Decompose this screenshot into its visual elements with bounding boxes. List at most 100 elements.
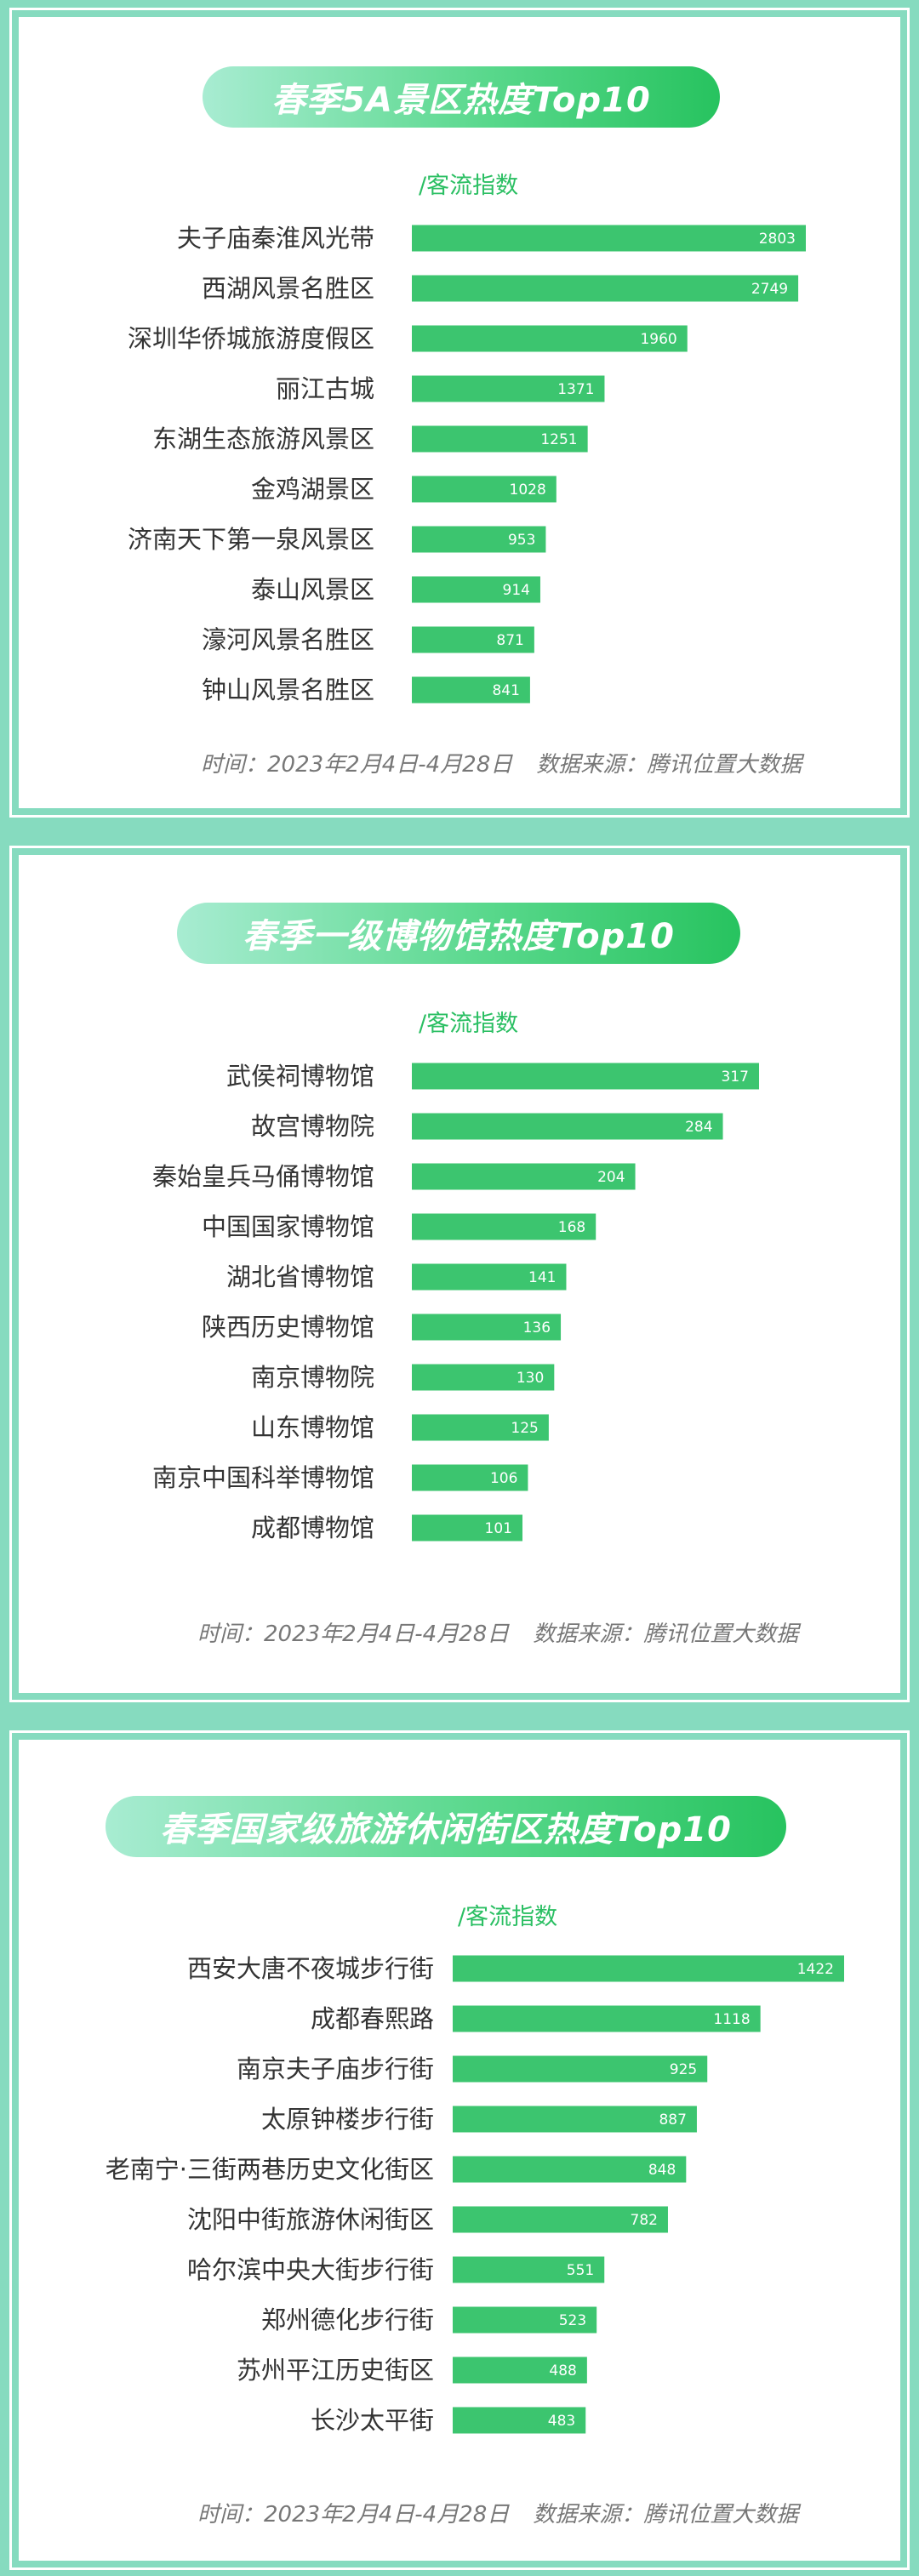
bar	[412, 1163, 636, 1190]
source-label: 数据来源：腾讯位置大数据	[533, 2502, 799, 2528]
category-label: 老南宁·三街两巷历史文化街区	[106, 2155, 434, 2184]
category-label: 成都博物馆	[251, 1513, 374, 1542]
value-label: 871	[496, 632, 523, 649]
category-label: 郑州德化步行街	[261, 2305, 434, 2334]
category-label: 故宫博物院	[251, 1112, 374, 1141]
category-label: 钟山风景名胜区	[202, 675, 374, 704]
category-label: 武侯祠博物馆	[226, 1062, 374, 1091]
category-label: 哈尔滨中央大街步行街	[187, 2255, 434, 2284]
bar	[453, 2005, 761, 2032]
value-label: 1118	[713, 2011, 750, 2028]
category-label: 秦始皇兵马俑博物馆	[152, 1162, 374, 1191]
value-label: 141	[528, 1269, 556, 1286]
category-label: 夫子庙秦淮风光带	[177, 224, 374, 253]
bar	[412, 476, 557, 503]
value-label: 284	[685, 1119, 712, 1136]
chart-panel-museums: 春季一级博物馆热度Top10 /客流指数 武侯祠博物馆 317 故宫博物院 284 秦始…	[9, 846, 910, 1702]
category-label: 陕西历史博物馆	[202, 1313, 374, 1342]
bar	[412, 1314, 562, 1341]
bar	[412, 576, 540, 603]
category-label: 成都春熙路	[311, 2004, 434, 2033]
unit-label: /客流指数	[458, 1904, 558, 1930]
category-label: 长沙太平街	[311, 2406, 434, 2435]
value-label: 1028	[510, 482, 546, 499]
category-label: 南京中国科举博物馆	[152, 1463, 374, 1492]
value-label: 1251	[540, 431, 577, 448]
value-label: 106	[490, 1470, 517, 1487]
bar	[453, 2407, 586, 2434]
bar	[412, 526, 546, 553]
bar	[412, 1063, 759, 1090]
bar	[453, 2256, 605, 2283]
category-label: 济南天下第一泉风景区	[128, 525, 374, 554]
source-label: 数据来源：腾讯位置大数据	[536, 752, 802, 778]
bar	[412, 425, 588, 453]
value-label: 101	[485, 1520, 512, 1537]
value-label: 136	[523, 1319, 551, 1336]
bar	[412, 676, 530, 704]
value-label: 488	[549, 2362, 576, 2379]
category-label: 沈阳中街旅游休闲街区	[187, 2205, 434, 2234]
chart-title: 春季一级博物馆热度Top10	[177, 903, 740, 964]
bar-chart: 夫子庙秦淮风光带 2803 西湖风景名胜区 2749 深圳华侨城旅游度假区 1960 丽江古…	[128, 224, 806, 704]
value-label: 848	[648, 2162, 676, 2179]
bar	[412, 375, 605, 402]
category-label: 西湖风景名胜区	[202, 274, 374, 303]
value-label: 317	[722, 1069, 749, 1086]
bar	[412, 1113, 723, 1140]
bar-chart: 武侯祠博物馆 317 故宫博物院 284 秦始皇兵马俑博物馆 204 中国国家博物馆 168 湖…	[152, 1062, 759, 1542]
bar	[412, 1364, 555, 1391]
bar	[412, 1414, 549, 1441]
time-label: 时间：2023年2月4日-4月28日	[201, 752, 513, 778]
category-label: 泰山风景区	[251, 575, 374, 604]
chart-title: 春季5A景区热度Top10	[203, 66, 720, 128]
chart-footer: 时间：2023年2月4日-4月28日 数据来源：腾讯位置大数据	[201, 747, 825, 778]
category-label: 深圳华侨城旅游度假区	[128, 324, 374, 353]
chart-title: 春季国家级旅游休闲街区热度Top10	[106, 1796, 786, 1857]
category-label: 湖北省博物馆	[226, 1262, 374, 1291]
value-label: 925	[670, 2061, 697, 2078]
value-label: 2749	[751, 281, 788, 298]
bar	[412, 225, 806, 252]
value-label: 130	[517, 1370, 544, 1387]
category-label: 南京博物院	[251, 1363, 374, 1392]
bar	[412, 1514, 522, 1542]
bar	[453, 2055, 708, 2083]
bar	[453, 2206, 668, 2233]
bar	[412, 275, 799, 302]
value-label: 1371	[557, 381, 594, 398]
category-label: 太原钟楼步行街	[261, 2105, 434, 2134]
value-label: 204	[597, 1169, 625, 1186]
category-label: 西安大唐不夜城步行街	[187, 1954, 434, 1983]
value-label: 1960	[640, 331, 676, 348]
category-label: 东湖生态旅游风景区	[152, 425, 374, 453]
chart-footer: 时间：2023年2月4日-4月28日 数据来源：腾讯位置大数据	[197, 2497, 822, 2528]
category-label: 苏州平江历史街区	[237, 2356, 434, 2385]
value-label: 953	[508, 532, 535, 549]
value-label: 1422	[797, 1961, 834, 1978]
category-label: 丽江古城	[276, 374, 374, 403]
bar	[412, 1464, 528, 1491]
category-label: 金鸡湖景区	[251, 475, 374, 504]
chart-panel-5a-scenic: 春季5A景区热度Top10 /客流指数 夫子庙秦淮风光带 2803 西湖风景名胜区 2…	[9, 8, 910, 818]
unit-label: /客流指数	[419, 173, 519, 199]
category-label: 濠河风景名胜区	[202, 625, 374, 654]
value-label: 782	[631, 2212, 658, 2229]
category-label: 山东博物馆	[251, 1413, 374, 1442]
value-label: 168	[558, 1219, 585, 1236]
bar	[453, 2357, 587, 2384]
value-label: 2803	[759, 231, 796, 248]
value-label: 125	[511, 1420, 538, 1437]
value-label: 887	[659, 2112, 686, 2129]
chart-footer: 时间：2023年2月4日-4月28日 数据来源：腾讯位置大数据	[197, 1616, 822, 1648]
value-label: 523	[559, 2312, 586, 2329]
category-label: 南京夫子庙步行街	[237, 2055, 434, 2083]
bar	[453, 2156, 687, 2183]
bar	[412, 1263, 567, 1291]
value-label: 841	[492, 682, 519, 699]
chart-panel-leisure-streets: 春季国家级旅游休闲街区热度Top10 /客流指数 西安大唐不夜城步行街 1422 成…	[9, 1730, 910, 2570]
bar	[412, 325, 688, 352]
value-label: 914	[503, 582, 530, 599]
source-label: 数据来源：腾讯位置大数据	[533, 1621, 799, 1647]
bar	[412, 1213, 596, 1240]
